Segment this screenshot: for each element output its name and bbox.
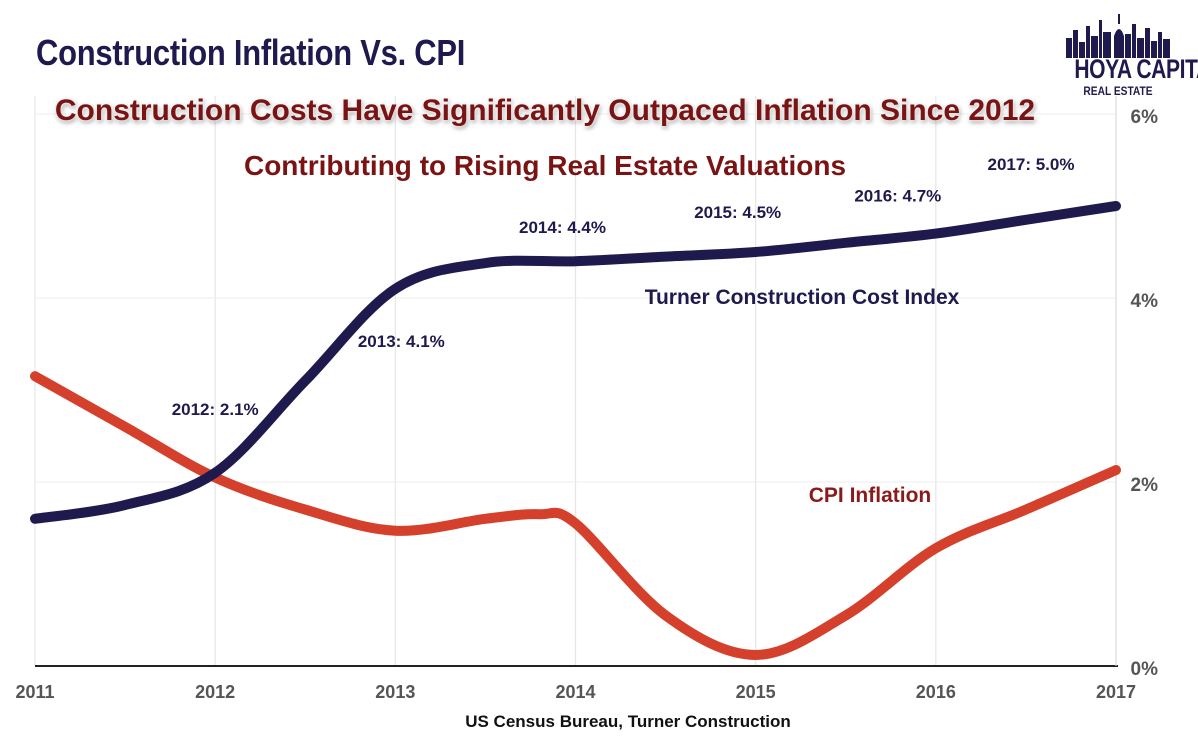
logo-tagline: REAL ESTATE <box>1083 84 1153 98</box>
x-tick-label: 2014 <box>555 682 595 702</box>
source-note: US Census Bureau, Turner Construction <box>465 712 791 731</box>
chart-subtitle: Construction Costs Have Significantly Ou… <box>54 94 1036 127</box>
y-tick-label: 6% <box>1131 107 1159 128</box>
y-tick-label: 0% <box>1131 659 1159 680</box>
data-label: 2012: 2.1% <box>172 400 259 419</box>
chart-subtitle-secondary: Contributing to Rising Real Estate Valua… <box>243 150 847 181</box>
data-label: 2017: 5.0% <box>988 155 1075 174</box>
logo-wordmark: HOYA CAPITAL <box>1074 54 1198 84</box>
data-label: 2015: 4.5% <box>694 203 781 222</box>
x-tick-label: 2015 <box>736 682 776 702</box>
x-tick-label: 2016 <box>916 682 956 702</box>
x-tick-label: 2013 <box>375 682 415 702</box>
brand-logo: HOYA CAPITAL REAL ESTATE <box>1062 8 1198 108</box>
x-tick-label: 2012 <box>195 682 235 702</box>
y-tick-label: 2% <box>1131 475 1159 496</box>
page-title: Construction Inflation Vs. CPI <box>36 32 466 73</box>
x-tick-label: 2017 <box>1096 682 1136 702</box>
series-line-turner-construction-cost-index <box>30 201 1121 524</box>
series-label-tcci: Turner Construction Cost Index <box>645 286 960 309</box>
city-skyline-icon <box>1066 14 1170 58</box>
data-label: 2016: 4.7% <box>854 187 941 206</box>
y-tick-label: 4% <box>1131 291 1159 312</box>
data-label: 2014: 4.4% <box>519 218 606 237</box>
series-label-cpi: CPI Inflation <box>809 484 932 507</box>
x-tick-label: 2011 <box>15 682 54 702</box>
data-label: 2013: 4.1% <box>358 332 445 351</box>
